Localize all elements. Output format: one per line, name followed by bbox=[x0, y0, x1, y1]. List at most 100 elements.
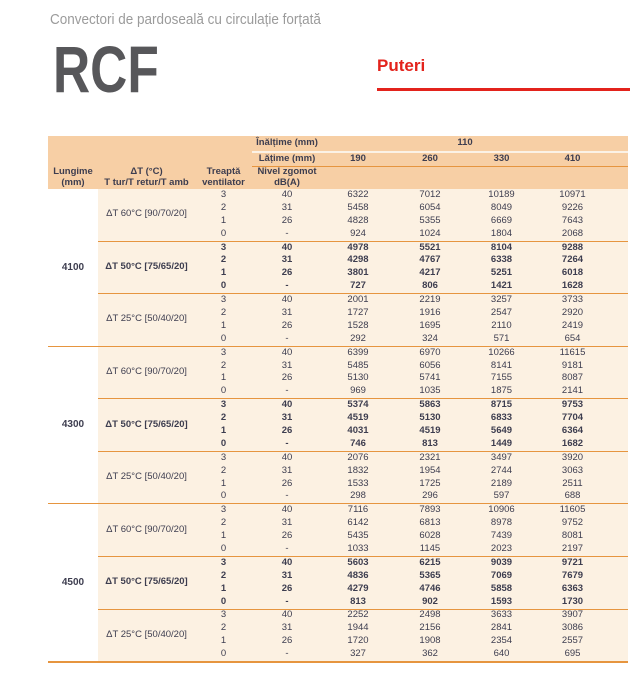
power-260-cell: 6056 bbox=[419, 359, 441, 371]
power-190-cell: 6142 bbox=[347, 517, 369, 529]
fan-step-cell: 2 bbox=[220, 569, 227, 581]
fan-step-cell: 0 bbox=[220, 280, 227, 292]
table-row: 3 40 6399 6970 10266 11615 bbox=[195, 347, 628, 360]
table-row: 0 - 727 806 1421 1628 bbox=[195, 280, 628, 293]
table-row: 3 40 5374 5863 8715 9753 bbox=[195, 399, 628, 412]
power-330-cell: 7069 bbox=[490, 569, 513, 581]
table-row: 0 - 813 902 1593 1730 bbox=[195, 596, 628, 609]
fan-step-cell: 2 bbox=[220, 517, 227, 529]
power-190-cell: 6399 bbox=[347, 346, 369, 358]
power-190-cell: 3801 bbox=[347, 267, 369, 279]
power-330-cell: 9039 bbox=[490, 556, 513, 568]
height-value: 110 bbox=[457, 137, 473, 149]
height-label: Înălțime (mm) bbox=[256, 137, 318, 149]
page-subtitle: Convectori de pardoseală cu circulație f… bbox=[50, 11, 321, 28]
fan-step-cell: 0 bbox=[220, 385, 227, 397]
table-body: 4100 ΔT 60°C [90/70/20] 3 40 6322 7012 10189 10… bbox=[48, 189, 628, 664]
fan-step-cell: 1 bbox=[220, 530, 227, 542]
header-row-height: Înălțime (mm) 110 bbox=[48, 136, 628, 153]
fan-step-cell: 3 bbox=[220, 451, 227, 463]
column-header-delta-t: ΔT (°C) T tur/T retur/T amb bbox=[104, 166, 189, 188]
power-190-cell: 727 bbox=[350, 280, 366, 292]
noise-level-cell: 40 bbox=[281, 346, 293, 358]
power-260-cell: 2498 bbox=[419, 609, 441, 621]
table-row: 2 31 5458 6054 8049 9226 bbox=[195, 202, 628, 215]
power-330-cell: 10266 bbox=[488, 346, 515, 358]
noise-level-cell: - bbox=[285, 595, 289, 607]
power-410-cell: 2197 bbox=[561, 543, 584, 555]
power-190-cell: 327 bbox=[350, 648, 366, 660]
power-410-cell: 3063 bbox=[561, 464, 584, 476]
column-header-fan-step: Treaptă ventilator bbox=[202, 166, 245, 188]
noise-level-cell: 40 bbox=[281, 504, 293, 516]
power-410-cell: 2141 bbox=[561, 385, 584, 397]
group-rows: 3 40 2001 2219 3257 3733 2 31 1727 1916 2547 2920 1 2… bbox=[195, 294, 628, 346]
fan-step-cell: 1 bbox=[220, 372, 227, 384]
power-410-cell: 11605 bbox=[559, 504, 586, 516]
power-190-cell: 2001 bbox=[347, 294, 369, 306]
noise-level-cell: 40 bbox=[281, 609, 293, 621]
power-410-cell: 9288 bbox=[561, 241, 584, 253]
delta-t-label: ΔT 25°C [50/40/20] bbox=[106, 471, 187, 483]
delta-t-group: ΔT 50°C [75/65/20] 3 40 5603 6215 9039 9721 2 31… bbox=[98, 557, 628, 610]
noise-level-cell: - bbox=[285, 385, 289, 397]
table-row: 1 26 3801 4217 5251 6018 bbox=[195, 267, 628, 280]
table-row: 2 31 6142 6813 8978 9752 bbox=[195, 517, 628, 530]
length-cell: 4100 bbox=[48, 189, 98, 346]
power-190-cell: 5130 bbox=[347, 372, 369, 384]
fan-step-cell: 3 bbox=[220, 504, 227, 516]
power-190-cell: 969 bbox=[350, 385, 366, 397]
power-410-cell: 688 bbox=[564, 490, 581, 502]
power-410-cell: 3086 bbox=[561, 622, 584, 634]
noise-level-cell: 26 bbox=[281, 267, 293, 279]
fan-step-cell: 1 bbox=[220, 425, 227, 437]
group-rows: 3 40 5374 5863 8715 9753 2 31 4519 5130 6833 7704 1 2… bbox=[195, 399, 628, 451]
fan-step-cell: 0 bbox=[220, 543, 227, 555]
fan-step-cell: 2 bbox=[220, 359, 227, 371]
table-row: 1 26 5435 6028 7439 8081 bbox=[195, 530, 628, 543]
power-330-cell: 8049 bbox=[490, 201, 513, 213]
power-410-cell: 2920 bbox=[561, 307, 584, 318]
delta-t-group: ΔT 50°C [75/65/20] 3 40 5374 5863 8715 9753 2 31… bbox=[98, 399, 628, 452]
fan-step-cell: 0 bbox=[220, 227, 227, 239]
noise-level-cell: 26 bbox=[281, 582, 293, 594]
table-row: 3 40 2076 2321 3497 3920 bbox=[195, 452, 628, 465]
fan-step-cell: 3 bbox=[220, 609, 227, 621]
table-row: 1 26 4279 4746 5858 6363 bbox=[195, 583, 628, 596]
noise-level-cell: 31 bbox=[281, 517, 293, 529]
power-410-cell: 654 bbox=[564, 332, 581, 344]
power-190-cell: 292 bbox=[350, 332, 366, 344]
power-190-cell: 4978 bbox=[347, 241, 369, 253]
table-row: 2 31 1727 1916 2547 2920 bbox=[195, 307, 628, 320]
delta-t-label: ΔT 50°C [75/65/20] bbox=[105, 260, 188, 272]
table-row: 2 31 4519 5130 6833 7704 bbox=[195, 412, 628, 425]
delta-t-label: ΔT 25°C [50/40/20] bbox=[106, 628, 187, 640]
fan-step-cell: 2 bbox=[220, 622, 227, 634]
power-190-cell: 924 bbox=[350, 227, 366, 239]
power-410-cell: 2511 bbox=[562, 477, 583, 489]
product-title: RCF bbox=[53, 32, 159, 106]
fan-step-cell: 1 bbox=[220, 214, 227, 226]
table-header: Înălțime (mm) 110 Lățime (mm) 190 260 33… bbox=[48, 136, 628, 189]
block-groups: ΔT 60°C [90/70/20] 3 40 6322 7012 10189 10971 2… bbox=[98, 189, 628, 346]
power-260-cell: 7012 bbox=[419, 188, 441, 200]
power-410-cell: 3920 bbox=[561, 451, 584, 463]
power-190-cell: 4519 bbox=[347, 412, 369, 424]
block-groups: ΔT 60°C [90/70/20] 3 40 7116 7893 10906 11605 2… bbox=[98, 504, 628, 662]
group-rows: 3 40 4978 5521 8104 9288 2 31 4298 4767 6338 7264 1 2… bbox=[195, 242, 628, 294]
power-410-cell: 7643 bbox=[561, 214, 584, 226]
noise-level-cell: 31 bbox=[281, 254, 293, 266]
power-410-cell: 10971 bbox=[559, 188, 586, 200]
power-190-cell: 1944 bbox=[347, 622, 369, 634]
length-block: 4300 ΔT 60°C [90/70/20] 3 40 6399 6970 10266 11… bbox=[48, 346, 628, 505]
power-330-cell: 8978 bbox=[490, 517, 513, 529]
fan-step-cell: 3 bbox=[220, 241, 227, 253]
header-spacer bbox=[608, 153, 628, 166]
delta-t-group: ΔT 60°C [90/70/20] 3 40 6399 6970 10266 11615 2… bbox=[98, 347, 628, 400]
power-190-cell: 1727 bbox=[347, 307, 369, 318]
fan-step-cell: 0 bbox=[220, 490, 227, 502]
table-row: 2 31 1944 2156 2841 3086 bbox=[195, 622, 628, 635]
fan-step-cell: 1 bbox=[220, 267, 227, 279]
noise-level-cell: 26 bbox=[281, 635, 293, 647]
noise-level-cell: 26 bbox=[281, 530, 293, 542]
